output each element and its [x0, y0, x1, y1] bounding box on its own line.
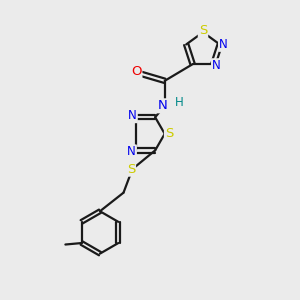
Text: N: N — [127, 146, 136, 158]
Text: S: S — [165, 127, 173, 140]
Text: N: N — [212, 59, 221, 72]
Text: H: H — [175, 96, 184, 110]
Text: O: O — [131, 65, 141, 79]
Text: S: S — [199, 24, 207, 37]
Text: N: N — [128, 109, 137, 122]
Text: N: N — [158, 99, 167, 112]
Text: N: N — [219, 38, 228, 51]
Text: S: S — [127, 163, 135, 176]
